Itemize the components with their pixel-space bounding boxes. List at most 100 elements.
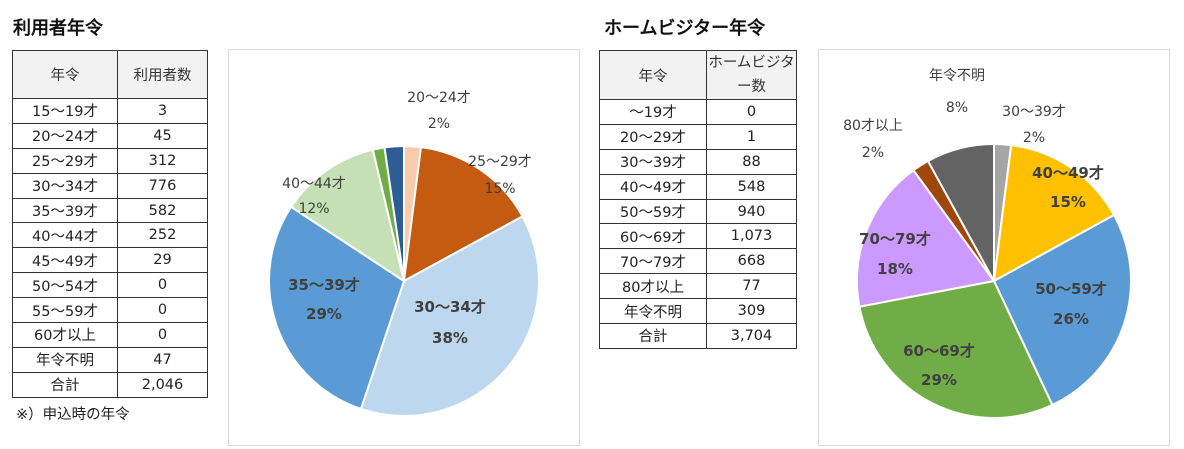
age-cell: 20～24才 [12,122,118,149]
age-cell: 50～59才 [599,198,707,225]
age-cell: 15～19才 [12,98,118,124]
slice-value-label: 2% [428,116,450,132]
slice-label: 80才以上 [843,118,903,134]
table-row: 60才以上 0 [12,322,208,348]
count-cell: 252 [117,222,208,249]
age-cell: 45～49才 [12,247,118,274]
table-row: 50～54才 0 [12,272,208,299]
age-cell: 60才以上 [12,322,118,348]
count-cell: 776 [117,172,208,199]
pie-slice [858,279,1054,419]
slice-label: 35～39才 [288,276,360,294]
age-cell: ～19才 [599,99,707,125]
pie-slice [289,148,406,284]
homevisitor-age-pie-chart: 30～39才 2% 40～49才 15% 50～59才 26% 60～69才 29% 70～79… [843,68,1132,419]
age-cell: 30～39才 [599,148,707,175]
left-title: 利用者年令 [13,18,103,39]
slice-value-label: 38% [432,329,468,347]
age-cell: 70～79才 [599,248,707,275]
age-cell: 60～69才 [599,223,707,250]
count-cell: 47 [117,346,208,373]
table-row: 40～49才 548 [599,173,797,200]
table-row: 50～59才 940 [599,198,797,225]
count-cell: 0 [117,297,208,324]
column-header-count: ホームビジター数 [706,50,797,100]
count-cell: 0 [117,272,208,299]
count-cell: 548 [706,173,797,200]
slice-label: 30～39才 [1002,104,1066,120]
pie-slice [402,145,524,283]
table-row: 30～39才 88 [599,148,797,175]
slice-value-label: 15% [1050,193,1086,211]
age-cell: 20～29才 [599,123,707,150]
count-cell: 77 [706,273,797,300]
age-cell: 合計 [599,323,707,349]
slice-value-label: 18% [877,260,913,278]
column-header-age: 年令 [599,50,707,100]
slice-label: 70～79才 [859,230,931,248]
age-cell: 55～59才 [12,297,118,324]
slice-value-label: 2% [862,145,884,161]
slice-value-label: 2% [1023,130,1045,146]
slice-value-label: 29% [306,305,342,323]
slice-value-label: 8% [946,100,968,116]
age-cell: 50～54才 [12,272,118,299]
table-row: 80才以上 77 [599,273,797,300]
pie-slice [383,144,405,282]
age-cell: 35～39才 [12,197,118,224]
slice-label: 25～29才 [468,154,532,170]
age-cell: 25～29才 [12,147,118,174]
table-row: 60～69才 1,073 [599,223,797,250]
pie-slice [856,168,996,308]
pie-slice [926,142,995,282]
count-cell: 88 [706,148,797,175]
table-row: 年令不明 309 [599,298,797,325]
slice-label: 年令不明 [929,68,985,84]
count-cell: 1 [706,123,797,150]
table-row: ～19才 0 [599,99,797,125]
age-cell: 年令不明 [12,346,118,373]
slice-label: 60～69才 [903,342,975,360]
table-row: 40～44才 252 [12,222,208,249]
slice-label: 20～24才 [407,90,471,106]
pie-slice [992,143,1116,283]
count-cell: 312 [117,147,208,174]
count-cell: 1,073 [706,223,797,250]
table-row: 20～29才 1 [599,123,797,150]
age-cell: 30～34才 [12,172,118,199]
table-row: 合計 3,704 [599,323,797,349]
right-chart-area: 30～39才 2% 40～49才 15% 50～59才 26% 60～69才 29% 70～79… [818,49,1170,446]
age-cell: 40～49才 [599,173,707,200]
slice-label: 50～59才 [1035,280,1107,298]
slice-value-label: 15% [484,181,515,197]
pie-slice [268,205,406,411]
slice-label: 40～44才 [282,176,346,192]
table-row: 45～49才 29 [12,247,208,274]
table-row: 35～39才 582 [12,197,208,224]
homevisitor-age-table: 年令 ホームビジター数 ～19才 0 20～29才 1 30～39才 88 40～49才 54… [599,50,797,349]
slice-value-label: 29% [921,371,957,389]
table-row: 55～59才 0 [12,297,208,324]
user-age-table: 年令 利用者数 15～19才 3 20～24才 45 25～29才 312 30～34才 77… [12,50,208,398]
slice-label: 40～49才 [1032,164,1104,182]
count-cell: 29 [117,247,208,274]
table-row: 合計 2,046 [12,371,208,398]
count-cell: 2,046 [117,371,208,398]
table-row: 30～34才 776 [12,172,208,199]
right-title: ホームビジター年令 [604,18,766,39]
column-header-age: 年令 [12,50,118,99]
count-cell: 940 [706,198,797,225]
table-row: 年令不明 47 [12,346,208,373]
table-row: 25～29才 312 [12,147,208,174]
count-cell: 3,704 [706,323,797,349]
count-cell: 45 [117,122,208,149]
table-row: 20～24才 45 [12,122,208,149]
age-cell: 80才以上 [599,273,707,300]
pie-slice [992,213,1132,407]
footnote: ※）申込時の年令 [16,407,130,423]
count-cell: 0 [706,99,797,125]
age-cell: 40～44才 [12,222,118,249]
column-header-count: 利用者数 [117,50,208,99]
left-chart-area: 20～24才 2% 25～29才 15% 30～34才 38% 35～39才 29% 40～44… [228,49,580,446]
slice-value-label: 26% [1053,310,1089,328]
